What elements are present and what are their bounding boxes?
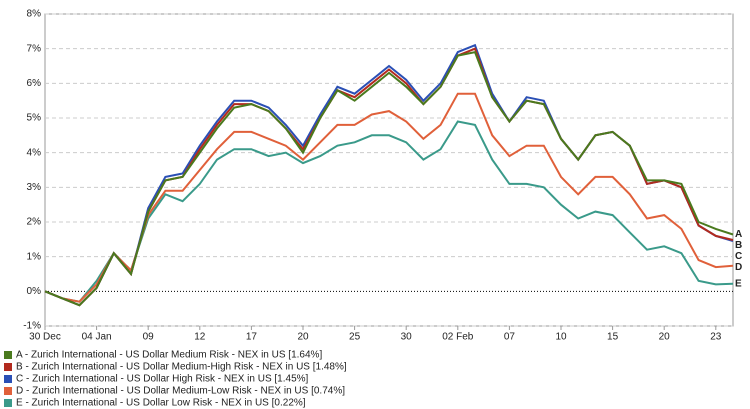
y-tick-label: 2% [27, 217, 42, 228]
end-label: D [735, 262, 742, 273]
legend-swatch [4, 399, 12, 407]
x-tick-label: 20 [659, 332, 671, 343]
x-tick-label: 04 Jan [82, 332, 112, 343]
legend-swatch [4, 363, 12, 371]
legend-label: C - Zurich International - US Dollar Hig… [16, 374, 309, 385]
x-tick-label: 20 [297, 332, 309, 343]
legend-label: A - Zurich International - US Dollar Med… [16, 350, 322, 361]
legend-label: B - Zurich International - US Dollar Med… [16, 362, 347, 373]
x-tick-label: 23 [710, 332, 722, 343]
y-tick-label: 7% [27, 43, 42, 54]
legend-label: E - Zurich International - US Dollar Low… [16, 398, 306, 409]
x-tick-label: 09 [143, 332, 155, 343]
x-tick-label: 10 [555, 332, 567, 343]
end-label: B [735, 240, 742, 251]
series-line [44, 120, 734, 303]
legend-swatch [4, 351, 12, 359]
y-tick-label: 8% [27, 9, 42, 20]
x-tick-label: 30 Dec [29, 332, 61, 343]
end-label: E [735, 278, 742, 289]
x-tick-label: 02 Feb [442, 332, 474, 343]
legend-label: D - Zurich International - US Dollar Med… [16, 386, 345, 397]
x-tick-label: 30 [401, 332, 413, 343]
y-tick-label: 3% [27, 182, 42, 193]
y-tick-label: 5% [27, 113, 42, 124]
plot-area [44, 13, 734, 327]
legend-swatch [4, 387, 12, 395]
end-label: C [735, 251, 742, 262]
legend-swatch [4, 375, 12, 383]
y-tick-label: 6% [27, 78, 42, 89]
y-tick-label: 0% [27, 286, 42, 297]
end-label: A [735, 229, 742, 240]
x-tick-label: 25 [349, 332, 361, 343]
y-tick-label: 4% [27, 147, 42, 158]
x-tick-label: 07 [504, 332, 516, 343]
x-tick-label: 12 [194, 332, 206, 343]
y-tick-label: 1% [27, 251, 42, 262]
y-tick-label: -1% [23, 321, 41, 332]
series-line [44, 50, 734, 307]
x-tick-label: 15 [607, 332, 619, 343]
series-line [44, 92, 734, 303]
x-tick-label: 17 [246, 332, 258, 343]
